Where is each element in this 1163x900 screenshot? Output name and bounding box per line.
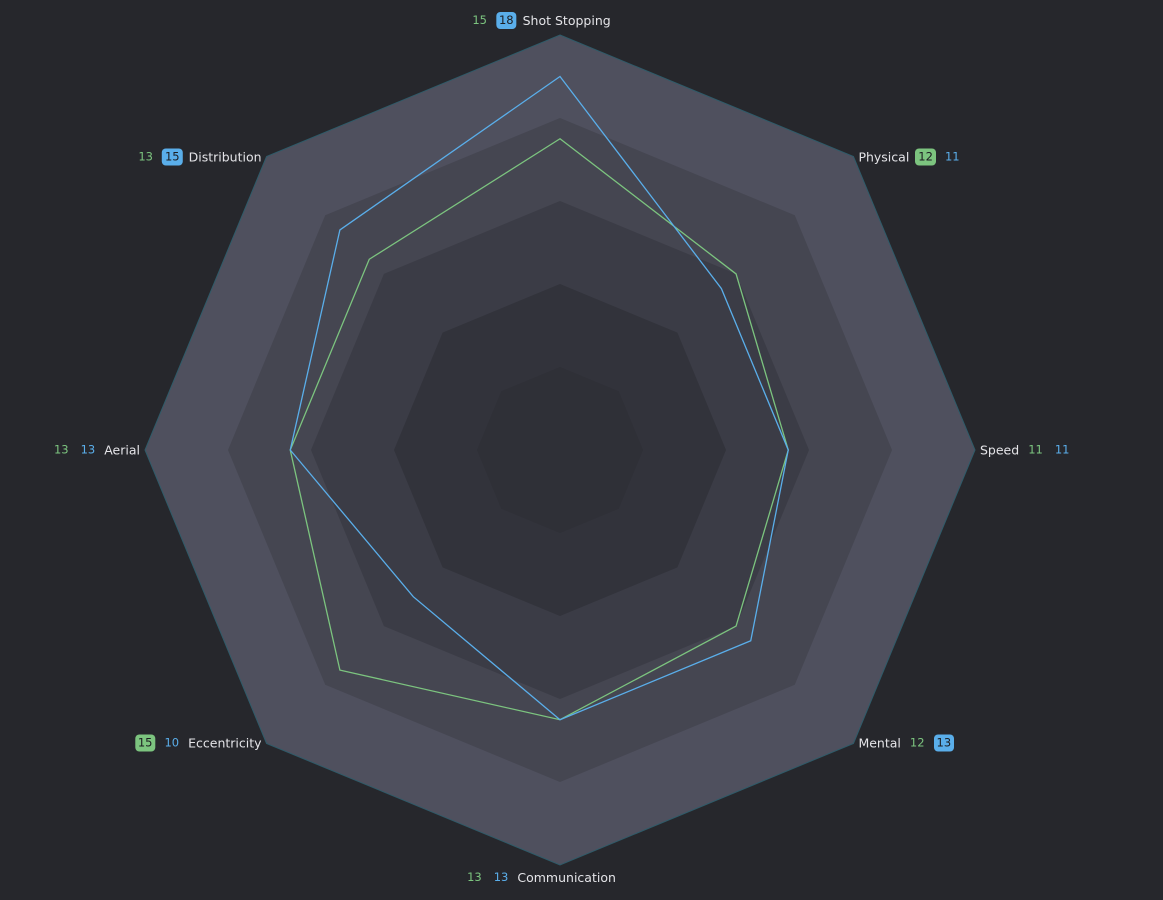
axis-label: 13 15 Distribution (135, 148, 262, 166)
value-label: 18 (495, 12, 517, 29)
value-label: 10 (164, 735, 180, 750)
value-label: 13 (80, 442, 96, 457)
value-label: 15 (134, 734, 156, 752)
category-name: Eccentricity (188, 735, 262, 751)
value-label: 11 (1054, 442, 1070, 457)
category-name: Communication (517, 870, 616, 885)
category-name: Aerial (104, 442, 140, 458)
axis-label: 15 18 Shot Stopping (469, 12, 611, 29)
value-label: 13 (467, 870, 482, 884)
value-label: 12 (909, 735, 925, 750)
axis-label: Speed 11 11 (980, 442, 1072, 459)
value-label: 15 (472, 13, 487, 27)
value-label: 15 (161, 148, 183, 166)
value-label: 11 (1028, 442, 1043, 457)
value-label: 13 (933, 734, 955, 752)
category-name: Speed (980, 442, 1020, 458)
value-label: 12 (915, 148, 936, 166)
grid-ring (477, 367, 643, 533)
category-name: Physical (858, 149, 910, 165)
axis-label: 15 10 Eccentricity (134, 734, 262, 752)
series-line (289, 75, 789, 721)
value-label: 11 (944, 149, 960, 164)
axis-label: Mental 12 13 (858, 734, 955, 752)
value-label: 13 (53, 442, 69, 457)
category-name: Mental (858, 735, 901, 751)
axis-label: 13 13 Aerial (51, 442, 140, 459)
value-label: 13 (138, 149, 153, 164)
axis-label: 13 13 Communication (464, 869, 616, 886)
value-label: 13 (493, 870, 509, 884)
category-name: Distribution (188, 149, 262, 165)
category-name: Shot Stopping (522, 13, 611, 28)
axis-label: Physical 12 11 (858, 148, 962, 166)
